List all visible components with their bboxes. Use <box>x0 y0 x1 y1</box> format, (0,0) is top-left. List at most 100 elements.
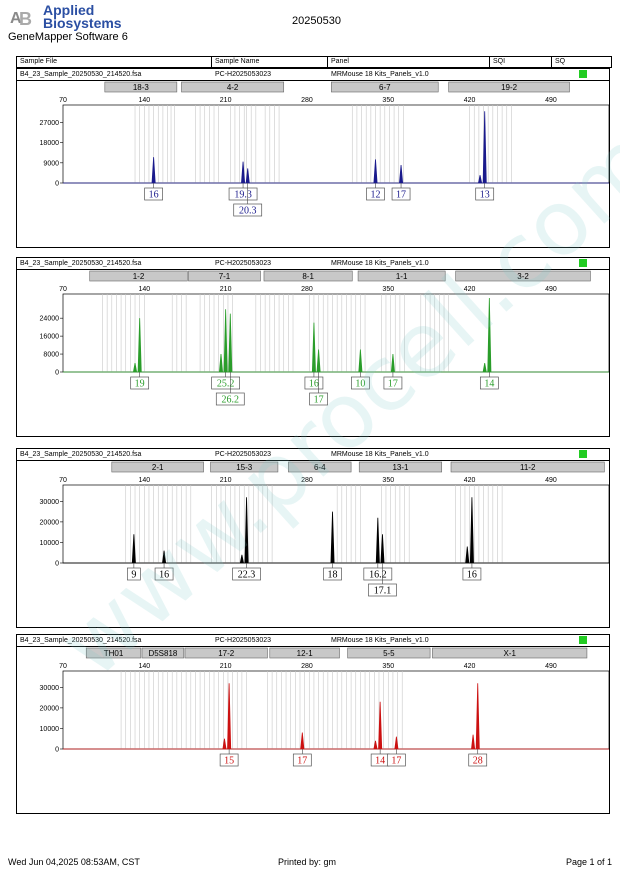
peak[interactable] <box>137 318 142 373</box>
marker-18-3[interactable]: 18-3 <box>104 81 178 93</box>
marker-17-2[interactable]: 17-2 <box>184 647 268 659</box>
allele-call[interactable]: 19 <box>130 372 150 390</box>
peak[interactable] <box>394 736 399 750</box>
peak[interactable] <box>239 554 244 564</box>
marker-1-1[interactable]: 1-1 <box>357 270 446 282</box>
allele-call[interactable]: 16 <box>304 372 324 390</box>
allele-label: 20.3 <box>239 206 257 217</box>
allele-call[interactable]: 9 <box>127 563 141 581</box>
col-sample-name[interactable]: Sample Name <box>212 57 328 67</box>
allele-call[interactable]: 17 <box>383 372 403 390</box>
marker-TH01[interactable]: TH01 <box>85 647 142 659</box>
col-sample-file[interactable]: Sample File <box>17 57 212 67</box>
marker-11-2[interactable]: 11-2 <box>450 461 605 473</box>
allele-call[interactable]: 17.1 <box>368 563 397 597</box>
marker-5-5[interactable]: 5-5 <box>347 647 431 659</box>
peak[interactable] <box>227 683 232 750</box>
allele-call[interactable]: 18 <box>323 563 342 581</box>
y-tick-label: 20000 <box>40 705 60 712</box>
peak[interactable] <box>300 732 305 750</box>
peak[interactable] <box>375 517 380 564</box>
marker-15-3[interactable]: 15-3 <box>210 461 279 473</box>
peak[interactable] <box>330 511 335 564</box>
marker-X-1[interactable]: X-1 <box>432 647 588 659</box>
allele-call[interactable]: 16.2 <box>363 563 393 581</box>
sq-status-square <box>579 70 587 78</box>
allele-call[interactable]: 25.2 <box>211 372 240 390</box>
applied-biosystems-logo-icon: A B <box>9 7 39 27</box>
peak[interactable] <box>487 297 492 373</box>
allele-call[interactable]: 13 <box>475 183 495 201</box>
peak[interactable] <box>475 683 480 750</box>
marker-8-1[interactable]: 8-1 <box>263 270 353 282</box>
allele-call[interactable]: 14 <box>479 372 499 390</box>
peak[interactable] <box>378 701 383 750</box>
sq-status-square <box>579 636 587 644</box>
peak[interactable] <box>244 497 249 564</box>
peak[interactable] <box>228 313 233 373</box>
allele-call[interactable]: 17 <box>391 183 411 201</box>
peak[interactable] <box>390 354 395 373</box>
marker-D5S818[interactable]: D5S818 <box>141 647 185 659</box>
plot-frame <box>62 104 610 184</box>
marker-7-1[interactable]: 7-1 <box>188 270 261 282</box>
marker-6-4[interactable]: 6-4 <box>288 461 352 473</box>
peak[interactable] <box>478 175 483 184</box>
col-sq[interactable]: SQ <box>555 58 566 65</box>
peak[interactable] <box>222 738 227 750</box>
peak[interactable] <box>358 349 363 373</box>
allele-call[interactable]: 20.3 <box>233 183 263 217</box>
allele-call[interactable]: 19.3 <box>228 183 258 201</box>
col-panel[interactable]: Panel <box>328 57 490 67</box>
marker-6-7[interactable]: 6-7 <box>331 81 439 93</box>
allele-call[interactable]: 16 <box>144 183 163 201</box>
allele-call[interactable]: 16 <box>154 563 174 581</box>
marker-12-1[interactable]: 12-1 <box>269 647 340 659</box>
peak[interactable] <box>245 168 250 184</box>
allele-call[interactable]: 28 <box>468 749 488 767</box>
peak[interactable] <box>133 362 138 373</box>
marker-label: 6-4 <box>314 463 326 472</box>
peak[interactable] <box>241 161 246 184</box>
peak[interactable] <box>218 354 223 373</box>
allele-call[interactable]: 26.2 <box>215 372 245 406</box>
allele-call[interactable]: 17 <box>292 749 312 767</box>
peak[interactable] <box>471 734 476 750</box>
peak[interactable] <box>465 546 470 564</box>
marker-label: 7-1 <box>219 272 231 281</box>
peak[interactable] <box>482 362 487 373</box>
peak[interactable] <box>469 497 474 564</box>
marker-4-2[interactable]: 4-2 <box>181 81 285 93</box>
x-tick-label: 210 <box>220 97 232 104</box>
marker-3-2[interactable]: 3-2 <box>455 270 591 282</box>
sq-status-square <box>579 450 587 458</box>
allele-call[interactable]: 10 <box>351 372 370 390</box>
peak[interactable] <box>399 165 404 184</box>
peak[interactable] <box>162 550 167 564</box>
electropherogram-panel-green: B4_23_Sample_20250530_214520.fsa PC-H2025… <box>16 257 610 437</box>
peak[interactable] <box>311 322 316 373</box>
peak[interactable] <box>151 157 156 184</box>
peak[interactable] <box>131 534 136 564</box>
marker-label: 1-2 <box>133 272 145 281</box>
marker-2-1[interactable]: 2-1 <box>111 461 204 473</box>
marker-1-2[interactable]: 1-2 <box>89 270 188 282</box>
peak[interactable] <box>373 740 378 750</box>
peak[interactable] <box>373 159 378 184</box>
marker-13-1[interactable]: 13-1 <box>358 461 443 473</box>
allele-call[interactable]: 12 <box>366 183 385 201</box>
allele-call[interactable]: 17 <box>387 749 406 767</box>
marker-19-2[interactable]: 19-2 <box>448 81 570 93</box>
y-tick-label: 30000 <box>40 685 60 692</box>
peak[interactable] <box>380 534 385 564</box>
allele-call[interactable]: 15 <box>219 749 239 767</box>
marker-label: 11-2 <box>520 463 536 472</box>
allele-call[interactable]: 14 <box>370 749 390 767</box>
peak[interactable] <box>316 349 321 373</box>
peak[interactable] <box>482 111 487 184</box>
allele-call[interactable]: 17 <box>309 372 328 406</box>
allele-call[interactable]: 22.3 <box>232 563 261 581</box>
col-sqi[interactable]: SQI <box>490 57 552 67</box>
peak[interactable] <box>223 309 228 373</box>
allele-call[interactable]: 16 <box>462 563 482 581</box>
